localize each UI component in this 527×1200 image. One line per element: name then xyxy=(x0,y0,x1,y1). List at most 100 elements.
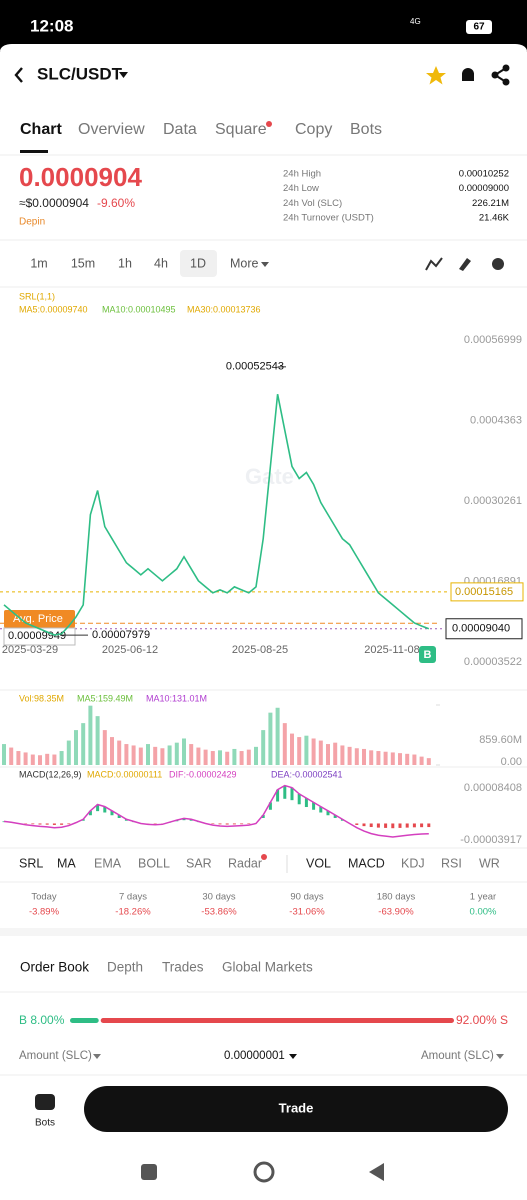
volume-bar xyxy=(419,756,424,765)
indicator[interactable]: RSI xyxy=(441,856,462,870)
bots-label[interactable]: Bots xyxy=(35,1118,55,1129)
period-change: -3.89% xyxy=(29,907,60,918)
bots-icon[interactable] xyxy=(35,1094,55,1110)
pair-dropdown[interactable] xyxy=(119,72,128,78)
macd-bar xyxy=(398,823,402,828)
interval[interactable]: More xyxy=(230,256,259,270)
indicator[interactable]: KDJ xyxy=(401,856,425,870)
volume-bar xyxy=(383,751,388,765)
volume-bar xyxy=(369,750,374,765)
order-tab[interactable]: Trades xyxy=(162,960,204,975)
volume-tick-label: 0.00 xyxy=(501,756,522,768)
price-change: -9.60% xyxy=(97,196,135,210)
usd-price: ≈$0.0000904 xyxy=(19,196,89,210)
sell-ratio: 92.00% S xyxy=(456,1013,508,1027)
macd-legend: MACD:0.00000111 xyxy=(87,769,162,779)
period-change: -63.90% xyxy=(378,907,414,918)
trade-button[interactable] xyxy=(84,1086,508,1132)
volume-bar xyxy=(340,745,345,765)
volume-bar xyxy=(131,745,136,765)
more-dropdown[interactable] xyxy=(261,262,269,267)
interval[interactable]: 1D xyxy=(190,256,206,270)
macd-bar xyxy=(52,823,56,825)
indicator[interactable]: MA xyxy=(57,856,76,870)
amount-header[interactable]: Amount (SLC) xyxy=(421,1050,494,1062)
nav-home[interactable] xyxy=(253,1161,275,1183)
period-label: 1 year xyxy=(470,892,496,903)
battery-icon xyxy=(466,20,492,34)
back-icon[interactable] xyxy=(14,67,23,83)
volume-bar xyxy=(23,752,28,765)
volume-bar xyxy=(412,754,417,765)
macd-bar xyxy=(362,823,366,827)
status-time: 12:08 xyxy=(30,16,73,35)
interval[interactable]: 1m xyxy=(30,256,47,270)
macd-bar xyxy=(412,823,416,828)
interval[interactable]: 4h xyxy=(154,256,168,270)
order-tab[interactable]: Order Book xyxy=(20,960,89,975)
indicator[interactable]: SRL xyxy=(19,856,43,870)
macd-bar xyxy=(304,798,308,808)
tab[interactable]: Overview xyxy=(78,121,145,138)
nav-back[interactable] xyxy=(369,1163,384,1181)
volume-bar xyxy=(2,744,6,765)
alert-icon[interactable] xyxy=(462,68,474,81)
indicator[interactable]: EMA xyxy=(94,856,122,870)
macd-legend: DIF:-0.00002429 xyxy=(169,769,237,779)
amount-header[interactable]: Amount (SLC) xyxy=(19,1050,92,1062)
volume-bar xyxy=(268,712,273,765)
indicator[interactable]: Radar xyxy=(228,856,262,870)
volume-bar xyxy=(225,751,230,765)
favorite-icon[interactable] xyxy=(426,66,446,85)
macd-bar xyxy=(240,823,244,825)
indicator[interactable]: BOLL xyxy=(138,856,170,870)
tab[interactable]: Data xyxy=(163,121,197,138)
volume-bar xyxy=(45,753,50,765)
macd-bar xyxy=(276,789,280,802)
y-tick-label: 0.00056999 xyxy=(464,334,522,346)
nav-recents[interactable] xyxy=(141,1164,157,1180)
price-line xyxy=(3,394,430,636)
chart-legend: MA5:0.00009740 xyxy=(19,304,88,314)
volume-bar xyxy=(290,733,294,765)
signal-box xyxy=(419,646,436,663)
tab[interactable]: Chart xyxy=(20,121,62,138)
settings-icon[interactable] xyxy=(492,258,504,270)
indicator[interactable]: WR xyxy=(479,856,500,870)
interval[interactable]: 1h xyxy=(118,256,132,270)
volume-bar xyxy=(102,730,107,765)
last-price-tag: 0.00009040 xyxy=(452,623,510,635)
share-icon[interactable] xyxy=(491,64,510,86)
order-tab[interactable]: Depth xyxy=(107,960,143,975)
pair-title[interactable]: SLC/USDT xyxy=(37,64,123,83)
volume-bar xyxy=(218,750,222,765)
dropdown-caret xyxy=(289,1054,297,1059)
stat-label: 24h Turnover (USDT) xyxy=(283,213,374,224)
indicator[interactable]: MACD xyxy=(348,856,385,870)
period-label: 90 days xyxy=(290,892,324,903)
tab[interactable]: Bots xyxy=(350,121,382,138)
volume-bar xyxy=(405,753,410,765)
volume-bar xyxy=(38,755,42,765)
order-tab[interactable]: Global Markets xyxy=(222,960,313,975)
trade-label[interactable]: Trade xyxy=(279,1100,314,1115)
period-change: 0.00% xyxy=(470,907,497,918)
sell-bar xyxy=(100,1018,454,1023)
chart-legend: SRL(1,1) xyxy=(19,291,55,301)
macd-bar xyxy=(182,818,186,821)
tab[interactable]: Square xyxy=(215,121,267,138)
macd-bar xyxy=(110,810,114,816)
buy-ratio: B 8.00% xyxy=(19,1013,65,1027)
indicator[interactable]: VOL xyxy=(306,856,331,870)
indicator-icon[interactable] xyxy=(425,257,443,271)
tab[interactable]: Copy xyxy=(295,121,332,138)
sheet-top xyxy=(0,44,527,58)
indicator[interactable]: SAR xyxy=(186,856,212,870)
volume-bar xyxy=(81,723,86,765)
interval[interactable]: 15m xyxy=(71,256,95,270)
volume-bar xyxy=(196,747,201,765)
macd-bar xyxy=(391,823,395,829)
precision[interactable]: 0.00000001 xyxy=(224,1050,285,1062)
period-change: -53.86% xyxy=(201,907,237,918)
draw-icon[interactable] xyxy=(459,258,471,271)
